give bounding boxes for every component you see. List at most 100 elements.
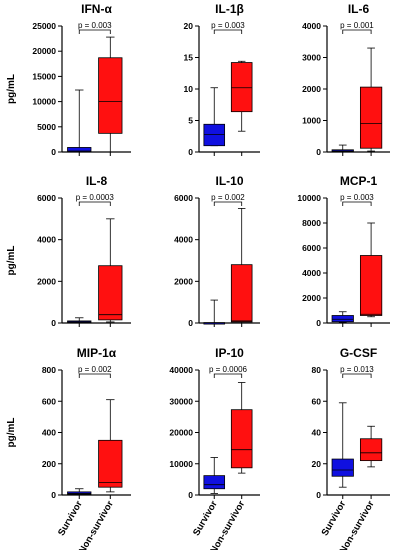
iqr-box — [98, 57, 123, 134]
p-value-label: p = 0.002 — [211, 193, 245, 202]
panel-il-8: IL-8 0 2000 4000 6000 pg/mL p = 0.0003 — [6, 174, 131, 328]
iqr-box — [359, 255, 383, 316]
y-tick-label: 6000 — [302, 243, 321, 253]
panel-title: MCP-1 — [340, 174, 378, 188]
y-tick-label: 4000 — [37, 235, 56, 245]
panel-title: IP-10 — [215, 346, 244, 360]
significance-bracket — [342, 29, 372, 34]
y-axis-label: pg/mL — [6, 74, 17, 104]
significance-bracket — [342, 373, 372, 378]
significance-bracket — [78, 29, 111, 34]
box-non-survivor — [359, 222, 383, 318]
iqr-box — [359, 438, 383, 462]
y-axis-label: pg/mL — [6, 246, 17, 276]
iqr-box — [331, 315, 354, 323]
iqr-box — [203, 123, 226, 147]
p-value-label: p = 0.003 — [211, 21, 245, 30]
y-tick-label: 10000 — [169, 459, 193, 469]
y-tick-label: 10000 — [297, 193, 321, 203]
y-tick-label: 20000 — [169, 428, 193, 438]
y-tick-label: 80 — [312, 365, 322, 375]
y-tick-label: 6000 — [37, 193, 56, 203]
box-non-survivor — [230, 382, 253, 474]
box-survivor — [67, 89, 92, 153]
panel-il-10: IL-10 0 2000 4000 6000 p = 0.002 — [174, 174, 260, 328]
panel-title: IFN-α — [81, 2, 112, 16]
y-tick-label: 0 — [316, 147, 321, 157]
iqr-box — [67, 147, 92, 153]
box-survivor — [203, 87, 226, 147]
y-tick-label: 0 — [51, 318, 56, 328]
y-tick-label: 15000 — [32, 71, 56, 81]
box-survivor — [331, 402, 354, 488]
y-tick-label: 0 — [188, 147, 193, 157]
y-tick-label: 0 — [188, 318, 193, 328]
box-non-survivor — [98, 399, 123, 493]
significance-bracket — [78, 201, 111, 206]
y-tick-label: 200 — [42, 459, 56, 469]
y-tick-label: 4000 — [302, 268, 321, 278]
box-survivor — [67, 488, 92, 496]
box-survivor — [203, 457, 226, 494]
y-tick-label: 400 — [42, 428, 56, 438]
panel-il-1: IL-1β 0 5 10 15 20 p = 0.003 — [184, 2, 260, 157]
y-tick-label: 2000 — [174, 276, 193, 286]
significance-bracket — [342, 201, 372, 206]
y-tick-label: 20 — [184, 21, 194, 31]
y-tick-label: 20 — [312, 459, 322, 469]
panel-title: IL-1β — [215, 2, 244, 16]
significance-bracket — [213, 373, 243, 378]
box-non-survivor — [98, 36, 123, 153]
box-non-survivor — [230, 60, 253, 132]
y-tick-label: 10 — [184, 84, 194, 94]
panel-title: IL-10 — [215, 174, 243, 188]
y-tick-label: 4000 — [174, 235, 193, 245]
panel-title: IL-8 — [86, 174, 108, 188]
iqr-box — [359, 86, 383, 149]
iqr-box — [98, 439, 123, 488]
panel-il-6: IL-6 0 1000 2000 3000 4000 p = 0.001 — [302, 2, 390, 157]
significance-bracket — [78, 373, 111, 378]
significance-bracket — [213, 201, 243, 206]
p-value-label: p = 0.0003 — [76, 193, 115, 202]
iqr-box — [230, 264, 253, 323]
y-tick-label: 25000 — [32, 21, 56, 31]
y-tick-label: 60 — [312, 396, 322, 406]
y-tick-label: 30000 — [169, 396, 193, 406]
iqr-box — [230, 62, 253, 113]
panel-mcp-1: MCP-1 0 2000 4000 6000 8000 10000 p = 0.003 — [297, 174, 390, 328]
y-tick-label: 0 — [51, 490, 56, 500]
y-tick-label: 4000 — [302, 21, 321, 31]
box-survivor — [67, 317, 92, 324]
y-tick-label: 1000 — [302, 116, 321, 126]
y-tick-label: 2000 — [302, 84, 321, 94]
panel-title: G-CSF — [340, 346, 377, 360]
y-tick-label: 5000 — [37, 122, 56, 132]
iqr-box — [203, 475, 226, 490]
significance-bracket — [213, 29, 243, 34]
y-tick-label: 5 — [188, 116, 193, 126]
panel-ip-10: IP-10 0 10000 20000 30000 40000 p = 0.0006 Surv… — [169, 346, 260, 550]
iqr-box — [331, 458, 354, 477]
y-tick-label: 20000 — [32, 46, 56, 56]
y-tick-label: 3000 — [302, 53, 321, 63]
p-value-label: p = 0.002 — [78, 365, 112, 374]
p-value-label: p = 0.001 — [340, 21, 374, 30]
y-tick-label: 600 — [42, 396, 56, 406]
iqr-box — [98, 265, 123, 321]
box-survivor — [331, 144, 354, 153]
group-label-survivor: Survivor — [56, 499, 85, 538]
box-survivor — [203, 299, 226, 325]
y-tick-label: 6000 — [174, 193, 193, 203]
group-label-survivor: Survivor — [320, 499, 349, 538]
box-non-survivor — [359, 47, 383, 152]
panel-mip-1: MIP-1α 0 200 400 600 800 pg/mL p = 0.002 Survivo… — [6, 346, 131, 550]
p-value-label: p = 0.0006 — [209, 365, 248, 374]
box-non-survivor — [230, 208, 253, 324]
y-tick-label: 15 — [184, 53, 194, 63]
y-tick-label: 0 — [316, 490, 321, 500]
y-tick-label: 0 — [188, 490, 193, 500]
y-axis-label: pg/mL — [6, 418, 17, 448]
panel-title: IL-6 — [348, 2, 370, 16]
